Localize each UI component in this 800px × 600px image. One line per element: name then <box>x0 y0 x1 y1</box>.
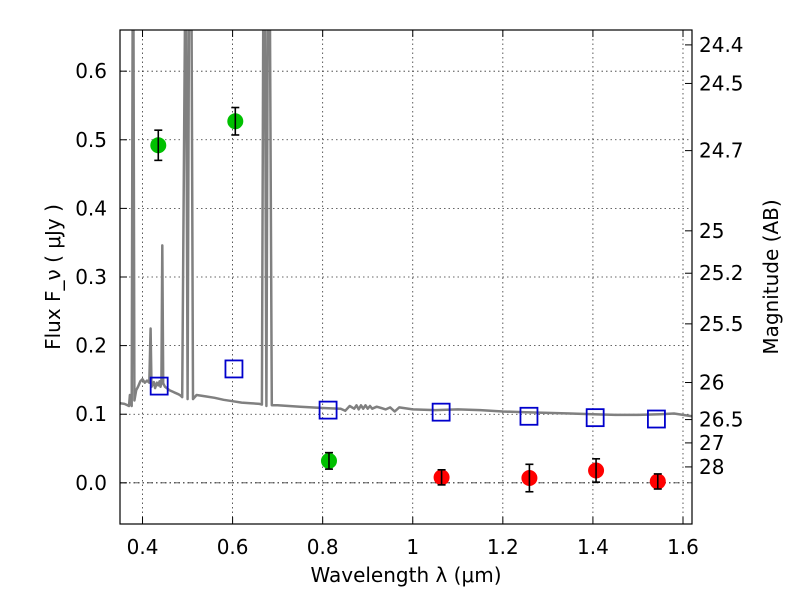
x-tick-label: 1.2 <box>487 535 519 559</box>
y-axis-label: Flux F_ν ( μJy ) <box>41 204 65 350</box>
right-axis-label: Magnitude (AB) <box>759 199 783 354</box>
model-flux-square <box>224 359 244 379</box>
plot-area <box>120 30 692 493</box>
spectrum-line <box>120 30 692 418</box>
right-tick-label: 25 <box>699 219 724 243</box>
right-tick-label: 25.2 <box>699 261 744 285</box>
x-tick-label: 1.4 <box>577 535 609 559</box>
y-tick-label: 0.3 <box>75 265 107 289</box>
x-tick-label: 0.4 <box>127 535 159 559</box>
axis-ticks: 0.4 0.6 0.8 1 1.2 1.4 1.6 0.0 0.1 0.2 0.3 0.4 0.5 0.6… <box>75 30 744 559</box>
right-tick-label: 28 <box>699 455 724 479</box>
y-tick-label: 0.2 <box>75 334 107 358</box>
model-flux-square <box>585 408 605 428</box>
y-tick-label: 0.5 <box>75 128 107 152</box>
right-tick-label: 26.5 <box>699 408 744 432</box>
y-tick-label: 0.0 <box>75 471 107 495</box>
model-flux-square <box>318 400 338 420</box>
y-tick-label: 0.4 <box>75 196 107 220</box>
right-tick-label: 25.5 <box>699 312 744 336</box>
right-tick-label: 26 <box>699 371 724 395</box>
model-flux-square <box>149 376 169 396</box>
x-tick-label: 1.6 <box>667 535 699 559</box>
y-tick-label: 0.6 <box>75 59 107 83</box>
right-tick-label: 24.5 <box>699 71 744 95</box>
x-tick-label: 1 <box>406 535 419 559</box>
x-tick-label: 0.8 <box>307 535 339 559</box>
right-tick-label: 27 <box>699 431 724 455</box>
right-tick-label: 24.4 <box>699 33 744 57</box>
y-tick-label: 0.1 <box>75 402 107 426</box>
x-tick-label: 0.6 <box>217 535 249 559</box>
model-flux-square <box>647 409 666 429</box>
x-axis-label: Wavelength λ (μm) <box>310 563 501 587</box>
model-flux-square <box>519 406 539 426</box>
model-flux-square <box>431 402 451 422</box>
right-tick-label: 24.7 <box>699 139 744 163</box>
